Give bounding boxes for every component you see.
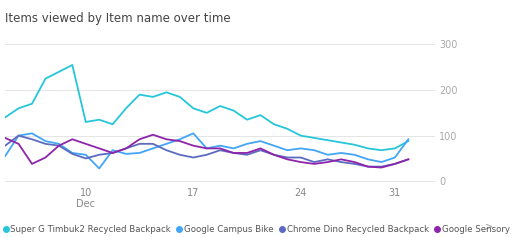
Text: >: >: [485, 221, 493, 231]
Legend: Super G Timbuk2 Recycled Backpack, Google Campus Bike, Chrome Dino Recycled Back: Super G Timbuk2 Recycled Backpack, Googl…: [0, 221, 512, 237]
Text: Items viewed by Item name over time: Items viewed by Item name over time: [5, 12, 231, 25]
